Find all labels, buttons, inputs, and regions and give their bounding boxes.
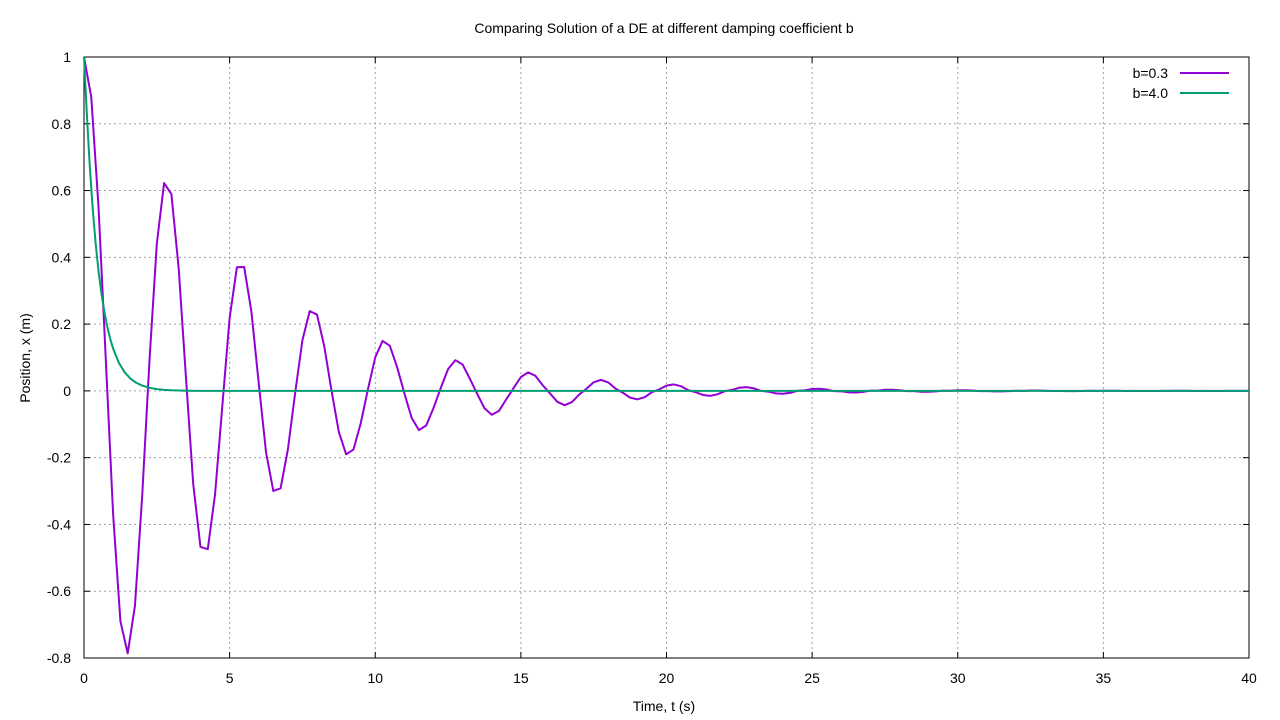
- y-tick-label: 0.8: [52, 116, 72, 132]
- y-tick-label: -0.2: [47, 450, 71, 466]
- y-tick-label: 0.2: [52, 316, 72, 332]
- y-axis-label: Position, x (m): [17, 313, 33, 402]
- x-tick-label: 0: [80, 670, 88, 686]
- x-tick-label: 30: [950, 670, 966, 686]
- x-tick-label: 5: [226, 670, 234, 686]
- x-axis-label: Time, t (s): [633, 698, 695, 714]
- series-line-1: [83, 56, 1249, 392]
- y-tick-label: 0: [63, 383, 71, 399]
- x-tick-label: 15: [513, 670, 529, 686]
- legend-label: b=4.0: [1133, 85, 1169, 101]
- grid-lines: [84, 57, 1249, 658]
- x-tick-label: 35: [1096, 670, 1112, 686]
- x-tick-labels: 0 5 10 15 20 25 30 35 40: [80, 670, 1257, 686]
- x-tick-label: 10: [367, 670, 383, 686]
- y-tick-label: -0.6: [47, 583, 71, 599]
- chart-title: Comparing Solution of a DE at different …: [474, 20, 853, 36]
- y-tick-label: 0.4: [52, 249, 72, 265]
- series-lines: [83, 56, 1250, 655]
- x-tick-label: 20: [659, 670, 675, 686]
- y-tick-label: -0.4: [47, 516, 71, 532]
- y-tick-labels: -0.8 -0.6 -0.4 -0.2 0 0.2 0.4 0.6 0.8 1: [47, 49, 71, 666]
- x-tick-label: 40: [1241, 670, 1257, 686]
- y-tick-label: 0.6: [52, 183, 72, 199]
- legend-label: b=0.3: [1133, 65, 1169, 81]
- y-tick-label: 1: [63, 49, 71, 65]
- legend: b=0.3 b=4.0: [1133, 65, 1229, 101]
- y-tick-label: -0.8: [47, 650, 71, 666]
- x-tick-label: 25: [804, 670, 820, 686]
